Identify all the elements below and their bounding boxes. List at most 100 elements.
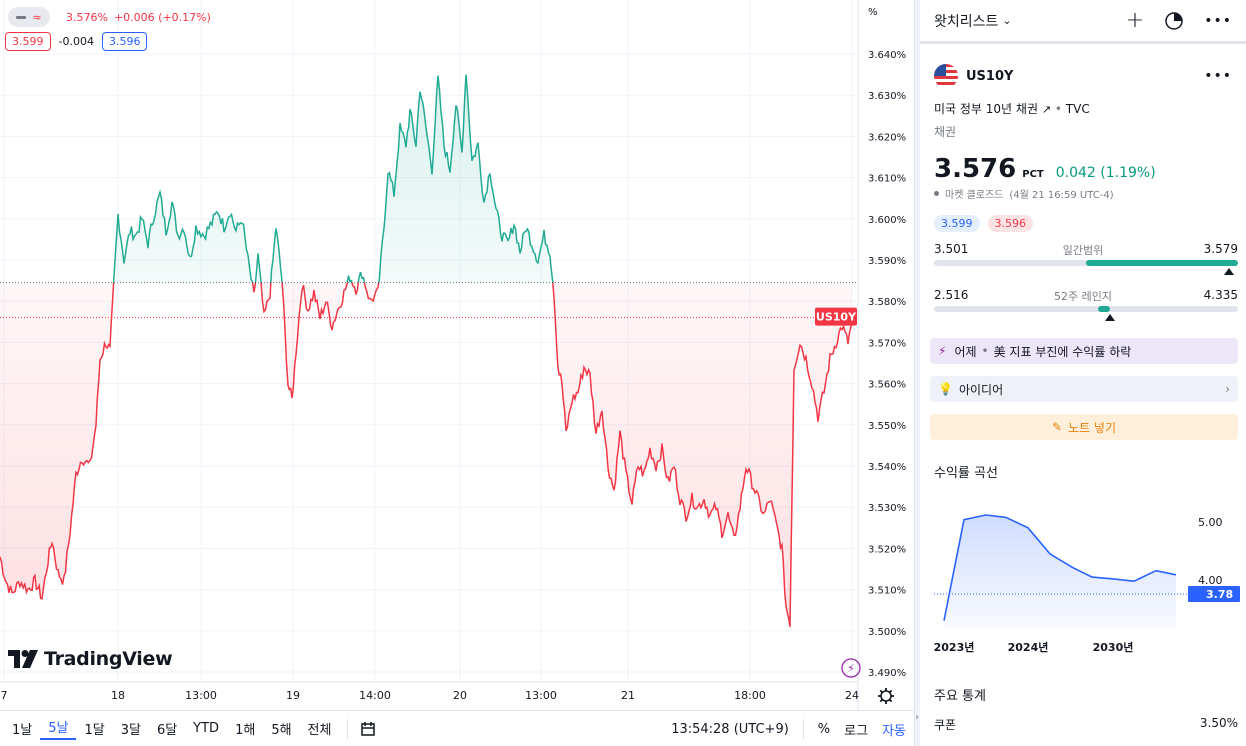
x-tick-label: 14:00 — [359, 689, 391, 702]
x-tick-label: 7 — [1, 689, 8, 702]
week52-marker — [1105, 314, 1116, 321]
tradingview-logo-icon — [8, 650, 38, 668]
y-unit-label: % — [868, 7, 878, 18]
symbol-row: US10Y ••• — [920, 54, 1246, 98]
yield-curve: 5.00 4.00 3.78 2023년 2024년 2030년 — [920, 487, 1246, 683]
symbol-more-icon[interactable]: ••• — [1204, 68, 1232, 84]
y-tick-label: 3.490% — [868, 668, 906, 679]
y-tick-label: 3.640% — [868, 50, 906, 61]
range-button[interactable]: 1날 — [12, 723, 33, 738]
edit-icon: ✎ — [1051, 420, 1063, 434]
yc-current-tag-bg — [1188, 586, 1240, 602]
ask-box[interactable]: 3.596 — [101, 32, 148, 51]
date-range-icon[interactable] — [360, 720, 378, 738]
yield-curve-chart: 5.00 4.003.78 2023년 2024년 2030년 — [934, 514, 1240, 654]
spread-value: -0.004 — [58, 35, 94, 48]
more-icon[interactable]: ••• — [1204, 12, 1232, 29]
yield-curve-area — [944, 515, 1176, 629]
range-button[interactable]: 전체 — [307, 723, 332, 738]
watchlist-title[interactable]: 왓치리스트 ⌄ — [934, 11, 1012, 31]
range-button[interactable]: YTD — [193, 721, 220, 736]
range-button[interactable]: 1달 — [84, 723, 105, 738]
log-toggle[interactable]: 로그 — [844, 723, 869, 739]
legend-change: +0.006 (+0.17%) — [113, 10, 211, 24]
gear-tooth — [888, 698, 893, 703]
day-range: 3.501 일간범위 3.579 — [920, 242, 1246, 280]
news-headline: 美 지표 부진에 수익률 하락 — [993, 344, 1132, 359]
auto-toggle[interactable]: 자동 — [882, 723, 906, 739]
add-note-button[interactable]: ✎ 노트 넣기 — [930, 414, 1238, 440]
gear-tooth — [879, 698, 884, 703]
clock[interactable]: 13:54:28 (UTC+9) — [671, 721, 789, 737]
add-symbol-icon[interactable]: + — [1125, 8, 1145, 33]
range-button[interactable]: 3달 — [120, 723, 141, 738]
y-tick-label: 3.500% — [868, 627, 906, 638]
coupon-row: 쿠폰 3.50% — [920, 716, 1246, 733]
y-tick-label: 3.600% — [868, 215, 906, 226]
x-tick-label: 13:00 — [185, 689, 217, 702]
symbol-source[interactable]: TVC — [1065, 102, 1090, 116]
range-button[interactable]: 5날 — [40, 717, 77, 740]
coupon-value: 3.50% — [1199, 716, 1238, 730]
chart-panel[interactable]: 3.640% 3.630% 3.620% 3.610% 3.600% 3.590% 3.58… — [0, 0, 914, 746]
dot-separator: • — [1054, 102, 1062, 116]
y-tick-label: 3.530% — [868, 503, 906, 514]
bottom-right-controls: 13:54:28 (UTC+9) % 로그 자동 — [671, 711, 906, 746]
last-price: 3.576 — [934, 154, 1017, 184]
dot-separator: • — [981, 344, 989, 358]
key-stats-title: 주요 통계 — [934, 689, 986, 704]
add-note-label: 노트 넣기 — [1068, 420, 1117, 435]
gear-tooth — [879, 689, 884, 694]
day-range-fill — [1086, 260, 1238, 266]
coupon-label: 쿠폰 — [934, 718, 957, 732]
panel-splitter[interactable]: › — [914, 0, 920, 746]
day-range-label: 일간범위 — [1062, 244, 1104, 257]
ask-chip: 3.596 — [987, 215, 1033, 232]
x-tick-label: 18 — [111, 689, 125, 702]
day-high: 3.579 — [1203, 242, 1238, 256]
pie-chart-icon[interactable] — [1164, 11, 1184, 31]
x-tick-label: 19 — [286, 689, 300, 702]
week52-label: 52주 레인지 — [1054, 290, 1112, 303]
price-change: 0.042 (1.19%) — [1055, 165, 1156, 181]
area-fill-down — [0, 282, 852, 627]
bid-ask-chips: 3.599 3.596 — [920, 215, 1246, 232]
gear-tooth — [888, 689, 893, 694]
y-tick-label: 3.630% — [868, 91, 906, 102]
y-tick-label: 3.550% — [868, 421, 906, 432]
range-button[interactable]: 5해 — [271, 723, 292, 738]
bid-box[interactable]: 3.599 — [5, 32, 51, 51]
chevron-down-icon: ⌄ — [1002, 14, 1012, 27]
ideas-row[interactable]: 💡 아이디어 › — [930, 376, 1238, 402]
week52-range: 2.516 52주 레인지 4.335 — [920, 288, 1246, 326]
range-button[interactable]: 6달 — [156, 723, 178, 738]
ideas-label: 아이디어 — [958, 382, 1004, 397]
external-link-icon[interactable]: ↗ — [1041, 103, 1052, 116]
yield-curve-title: 수익률 곡선 — [934, 466, 998, 481]
watchlist-panel: 왓치리스트 ⌄ + ••• — [920, 0, 1246, 746]
week52-high: 4.335 — [1203, 288, 1238, 302]
settings-gear-icon — [880, 690, 892, 702]
minus-icon — [16, 15, 27, 19]
tradingview-logo[interactable]: TradingView — [8, 648, 173, 670]
week52-low: 2.516 — [934, 288, 969, 302]
market-status-row: 마켓 클로즈드 (4월 21 16:59 UTC-4) — [920, 186, 1246, 201]
status-dot — [934, 191, 939, 196]
x-tick-label: 21 — [621, 689, 635, 702]
symbol-tag: US10Y — [816, 311, 857, 324]
range-button[interactable]: 1해 — [235, 723, 256, 738]
symbol-name[interactable]: US10Y — [966, 68, 1014, 84]
symbol-category: 채권 — [934, 125, 957, 139]
bottom-toolbar: 1날 5날 1달 3달 6달 YTD 1해 5해 전체 13:54:28 (UTC+9) % 로… — [0, 710, 914, 746]
news-banner[interactable]: ⚡ 어제 • 美 지표 부진에 수익률 하락 — [930, 338, 1238, 364]
yc-x-label: 2030년 — [1093, 640, 1134, 654]
day-range-track — [934, 260, 1238, 266]
price-line-down — [0, 282, 853, 628]
y-tick-label: 3.590% — [868, 256, 906, 267]
price-chart[interactable]: 3.640% 3.630% 3.620% 3.610% 3.600% 3.590% 3.58… — [0, 0, 914, 710]
approx-icon: ≈ — [32, 10, 42, 24]
lightning-badge-icon — [841, 658, 861, 678]
day-low: 3.501 — [934, 242, 969, 256]
percent-toggle[interactable]: % — [817, 721, 831, 737]
legend-toggle[interactable]: ≈ — [8, 7, 50, 27]
